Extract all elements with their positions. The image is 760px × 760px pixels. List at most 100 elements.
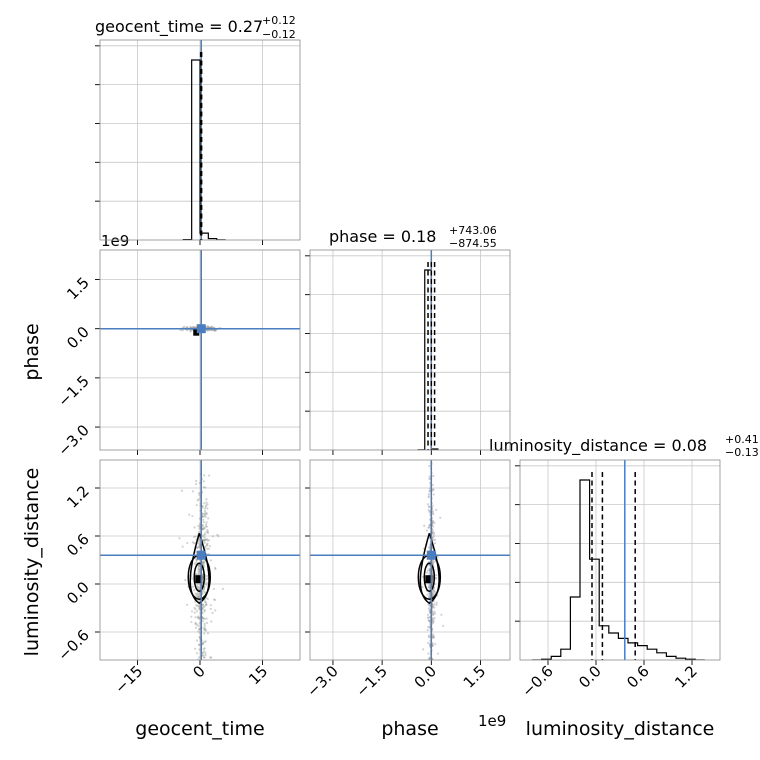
sample-point — [201, 607, 204, 610]
ylabel-luminosity-distance: luminosity_distance — [21, 468, 43, 657]
sample-point — [197, 545, 201, 548]
sample-point — [431, 621, 435, 624]
sample-point — [428, 464, 431, 468]
sample-point — [197, 605, 200, 608]
sample-point — [202, 628, 206, 631]
xlabel-luminosity-distance: luminosity_distance — [526, 718, 715, 740]
tick-label-y-luminosity_distance: 0.6 — [63, 530, 93, 560]
sample-point — [431, 606, 434, 609]
sample-point — [201, 524, 204, 527]
sample-point — [428, 586, 431, 589]
sample-point — [214, 664, 216, 666]
title-geocent-time: geocent_time = 0.27 — [95, 17, 263, 37]
sample-point — [427, 603, 430, 606]
tick-label-x-phase: −1.5 — [352, 662, 390, 700]
sample-point — [426, 569, 429, 572]
sample-point — [197, 524, 200, 528]
sample-point — [439, 516, 442, 519]
sample-point — [434, 576, 437, 579]
sample-point — [203, 656, 206, 659]
sample-point — [198, 527, 201, 530]
sample-point — [180, 489, 183, 492]
axes-frame — [99, 39, 301, 241]
sample-point — [204, 486, 207, 489]
sample-point — [201, 652, 204, 655]
sample-point — [427, 636, 431, 639]
sample-point — [203, 609, 207, 612]
sample-point — [202, 409, 204, 411]
sample-point — [428, 592, 431, 595]
sample-point — [427, 616, 430, 619]
sample-point — [421, 586, 424, 589]
sample-point — [206, 632, 210, 635]
sample-point — [428, 571, 431, 574]
sample-point — [432, 636, 435, 640]
sample-point — [194, 592, 197, 595]
sample-point — [434, 538, 437, 541]
sample-point — [201, 651, 204, 654]
sample-point — [204, 538, 207, 541]
sample-point — [206, 574, 209, 577]
sample-point — [195, 482, 198, 486]
sample-point — [428, 610, 431, 613]
panel-luminosity_distance-luminosity_distance: −0.6 0.0 0.6 1.2 — [515, 459, 721, 701]
sample-point — [201, 560, 205, 563]
sample-point — [428, 657, 431, 660]
sample-point — [214, 567, 217, 571]
sample-point — [202, 617, 205, 620]
sample-point — [198, 631, 201, 634]
sample-point — [432, 619, 435, 622]
sample-point — [201, 504, 204, 508]
sample-point — [427, 619, 430, 622]
sample-point — [201, 603, 205, 606]
sample-point — [202, 590, 205, 593]
sample-point — [427, 505, 431, 508]
sample-point — [196, 652, 199, 655]
sample-point — [430, 690, 432, 692]
sample-point — [201, 642, 204, 646]
sample-point — [203, 624, 206, 627]
sample-point — [190, 615, 193, 618]
sample-point — [423, 524, 426, 527]
sample-point — [198, 605, 201, 609]
sample-point — [204, 525, 208, 528]
sample-point — [428, 505, 431, 508]
density-core — [193, 328, 200, 336]
sample-point — [206, 542, 209, 545]
sample-point — [203, 502, 206, 505]
sample-point — [426, 641, 430, 645]
sample-point — [202, 687, 204, 689]
sample-point — [197, 568, 201, 571]
sample-point — [195, 503, 198, 507]
sample-point — [196, 595, 199, 598]
sample-point — [202, 518, 205, 521]
sample-point — [204, 629, 208, 632]
sample-point — [209, 656, 212, 659]
sample-point — [198, 607, 201, 610]
sample-point — [198, 656, 201, 659]
sample-point — [198, 622, 201, 625]
offset-text-geocent-time: 1e9 — [101, 232, 129, 250]
sample-point — [191, 680, 193, 682]
sample-point — [196, 546, 199, 549]
sample-point — [432, 513, 435, 516]
sample-point — [195, 572, 198, 576]
sample-point — [202, 521, 205, 524]
sample-point — [202, 526, 206, 529]
sample-point — [209, 559, 213, 562]
sample-point — [428, 568, 431, 571]
tick-label-y-phase: −1.5 — [54, 372, 92, 410]
sample-point — [431, 504, 434, 507]
sample-point — [433, 531, 436, 535]
sample-point — [206, 503, 209, 506]
tick-label-y-phase: 0.0 — [63, 323, 93, 353]
sample-point — [428, 626, 431, 629]
sample-point — [198, 493, 201, 497]
tick-label-x-luminosity_distance: 0.0 — [575, 662, 605, 692]
sample-point — [427, 585, 430, 589]
sample-point — [205, 603, 208, 606]
sample-point — [193, 606, 196, 609]
sample-point — [195, 561, 198, 564]
sample-point — [432, 635, 435, 639]
sample-point — [198, 648, 201, 651]
